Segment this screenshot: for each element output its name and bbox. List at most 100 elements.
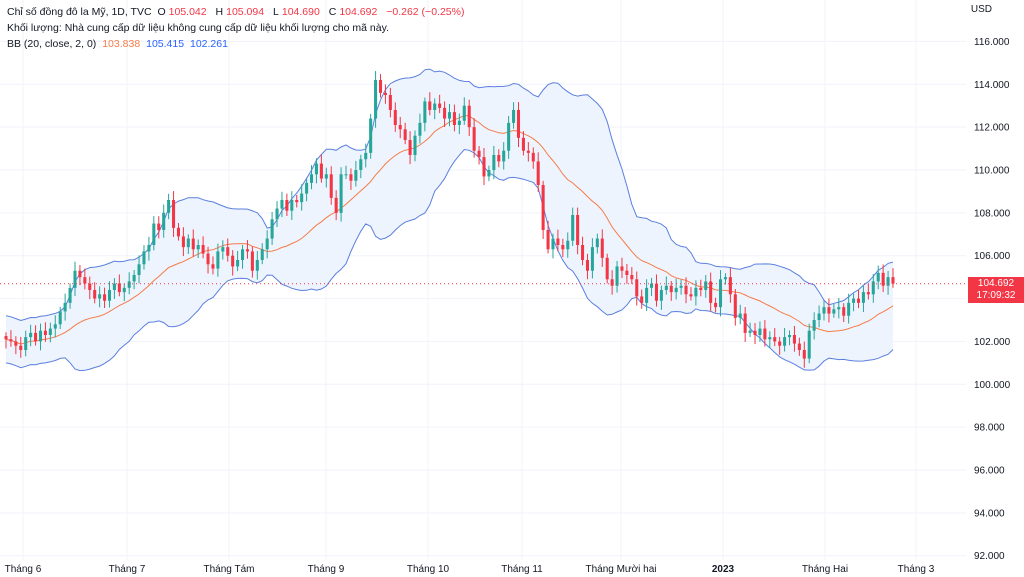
bb-label: BB (20, close, 2, 0) [7, 38, 97, 50]
candle [112, 278, 116, 299]
candle [339, 167, 343, 222]
candle-body [536, 161, 540, 185]
candle [226, 238, 230, 262]
candle-body [68, 287, 72, 303]
candle [743, 307, 747, 342]
candle [137, 255, 141, 284]
candle [758, 321, 762, 342]
candle-body [241, 249, 245, 260]
candle-body [4, 336, 8, 340]
y-tick-label: 108.000 [974, 208, 1011, 219]
candle [265, 230, 269, 259]
candle-body [38, 330, 43, 342]
candle-body [462, 105, 466, 121]
candle-body [83, 277, 87, 284]
candle-body [709, 281, 713, 303]
candle [556, 229, 560, 252]
candle-body [423, 101, 427, 123]
candle-body [408, 140, 412, 155]
y-tick-label: 106.000 [974, 251, 1011, 262]
bar-countdown: 17:09:32 [976, 289, 1016, 301]
candle-body [733, 294, 737, 318]
candle [650, 277, 654, 296]
candle-body [191, 238, 195, 250]
candle [842, 303, 846, 323]
y-tick-label: 100.000 [974, 380, 1011, 391]
candle-body [364, 152, 368, 160]
candle-body [595, 238, 599, 248]
candle [581, 236, 585, 266]
candle-body [172, 200, 176, 228]
candle-body [561, 245, 565, 250]
candle-body [576, 215, 580, 245]
ohlc-row: Chỉ số đồng đô la Mỹ, 1D, TVC O 105.042 H… [7, 4, 467, 20]
candle-body [369, 118, 373, 153]
candle-body [196, 245, 200, 250]
candle-body [556, 238, 560, 245]
candle-body [398, 125, 402, 130]
candle [689, 287, 693, 301]
candle-body [88, 283, 92, 290]
candle [778, 336, 782, 355]
candle [615, 260, 619, 293]
candle [536, 152, 540, 192]
candle-body [167, 200, 171, 213]
last-price-badge: 104.692 17:09:32 [968, 276, 1024, 303]
candle-body [280, 200, 284, 209]
candle-body [477, 150, 481, 158]
candle-body [723, 277, 727, 280]
candle [487, 165, 491, 182]
candle-body [438, 103, 442, 108]
candle-body [260, 249, 264, 260]
candle [773, 328, 777, 347]
candle [472, 118, 476, 158]
y-tick-label: 102.000 [974, 337, 1011, 348]
price-axis[interactable]: 116.000 114.000 112.000 110.000 108.000 106.0… [974, 37, 1011, 562]
close-value: C 104.692 [328, 6, 378, 18]
candle [181, 227, 185, 257]
symbol-title: Chỉ số đồng đô la Mỹ, 1D, TVC [7, 6, 152, 18]
candle [393, 102, 397, 132]
candle-body [881, 272, 885, 286]
candle-body [856, 298, 861, 303]
candle [516, 102, 521, 148]
y-tick-label: 112.000 [974, 123, 1010, 134]
y-tick-label: 114.000 [974, 80, 1010, 91]
time-axis[interactable]: Tháng 6 Tháng 7 Tháng Tám Tháng 9 Tháng 10 Th… [5, 564, 935, 575]
candle-body [512, 110, 516, 123]
candle-body [216, 251, 220, 269]
candle-body [142, 251, 146, 265]
candle [866, 283, 870, 300]
candle-body [590, 247, 594, 271]
candle-body [290, 200, 294, 211]
candle [24, 330, 28, 357]
candle-body [551, 238, 555, 250]
candle-body [48, 328, 52, 335]
candle [812, 312, 816, 340]
candle-body [137, 264, 141, 275]
candle [78, 264, 82, 286]
candle-body [714, 302, 718, 308]
candle [314, 158, 318, 184]
candle-body [63, 302, 67, 312]
candle [162, 204, 166, 238]
candle-body [226, 247, 230, 256]
candle-body [650, 283, 654, 288]
candle [68, 283, 72, 309]
candle [886, 271, 890, 295]
candle [4, 332, 8, 349]
candle [704, 274, 708, 298]
candle [329, 166, 333, 205]
candle-body [24, 337, 28, 350]
candle-body [719, 279, 723, 308]
candle [236, 250, 240, 272]
candle [807, 323, 811, 364]
candle [290, 191, 294, 220]
candle-body [886, 277, 890, 286]
candle [585, 253, 590, 280]
candle [201, 236, 205, 259]
candle [280, 191, 284, 218]
candle-body [132, 275, 136, 282]
candle [595, 233, 599, 254]
